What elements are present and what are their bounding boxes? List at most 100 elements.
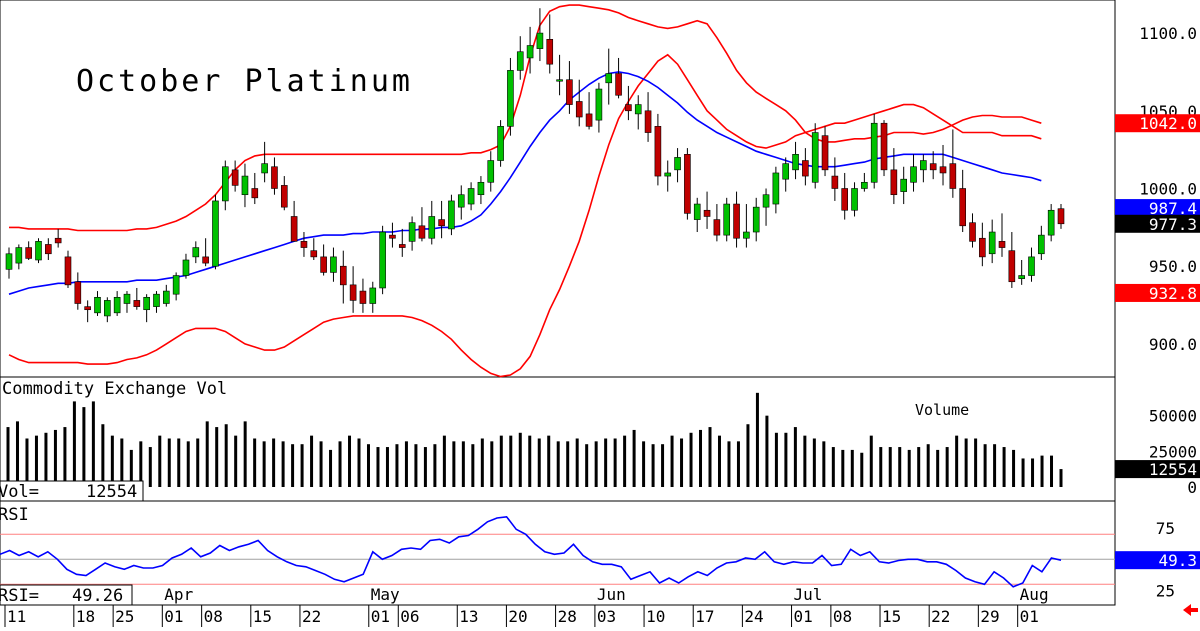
candle bbox=[900, 166, 907, 205]
price-badge-box bbox=[1115, 114, 1200, 133]
candle bbox=[595, 82, 603, 133]
candle bbox=[231, 160, 239, 192]
candle bbox=[792, 141, 799, 180]
candle-body bbox=[123, 293, 131, 304]
date-axis-tick-label: 15 bbox=[253, 607, 272, 626]
candle bbox=[939, 144, 947, 186]
candle bbox=[703, 191, 711, 229]
date-axis-tick-label: 29 bbox=[980, 607, 999, 626]
price-badge-box bbox=[1115, 214, 1200, 233]
candle bbox=[369, 281, 377, 313]
rsi-layer bbox=[0, 515, 1115, 588]
volume-badge: 12554 bbox=[1115, 460, 1200, 479]
volume-series-label: Volume bbox=[915, 401, 969, 419]
volume-bar bbox=[101, 424, 105, 487]
candle-body bbox=[280, 185, 288, 208]
volume-bar bbox=[262, 441, 266, 487]
volume-bar bbox=[926, 444, 930, 487]
candle-body bbox=[595, 88, 603, 121]
candle bbox=[497, 120, 504, 167]
candle-body bbox=[969, 222, 976, 242]
candle bbox=[821, 126, 829, 177]
candle bbox=[752, 197, 760, 242]
candle bbox=[280, 176, 288, 211]
candle-body bbox=[1018, 275, 1025, 279]
volume-bar bbox=[423, 447, 427, 487]
volume-bar bbox=[357, 438, 361, 487]
price-axis-tick-label: 1100.0 bbox=[1139, 24, 1197, 43]
volume-bar bbox=[6, 427, 10, 487]
candle-body bbox=[890, 169, 898, 196]
candle bbox=[644, 92, 652, 142]
volume-bar bbox=[404, 441, 408, 487]
volume-bar bbox=[281, 441, 285, 487]
volume-bar bbox=[945, 447, 949, 487]
candle-body bbox=[330, 256, 337, 273]
candle bbox=[811, 123, 819, 189]
date-axis-month-label: Jul bbox=[794, 585, 823, 604]
price-badge-box bbox=[1115, 199, 1200, 218]
volume-bar bbox=[72, 401, 76, 487]
candle bbox=[615, 57, 622, 99]
volume-axis-tick-label: 0 bbox=[1187, 478, 1197, 497]
volume-bar bbox=[329, 449, 333, 487]
date-axis-tick-label: 03 bbox=[597, 607, 616, 626]
price-badge-label: 977.3 bbox=[1149, 215, 1197, 234]
date-axis-tick-label: 08 bbox=[204, 607, 223, 626]
volume-bar bbox=[547, 435, 551, 487]
volume-bar bbox=[556, 441, 560, 487]
volume-bar bbox=[812, 438, 816, 487]
candle bbox=[861, 172, 868, 192]
volume-bar bbox=[224, 424, 228, 487]
volume-bar bbox=[774, 432, 778, 487]
candle bbox=[1028, 247, 1035, 282]
volume-bar bbox=[499, 435, 503, 487]
candle-body bbox=[497, 126, 504, 161]
candle-body bbox=[457, 194, 465, 208]
candle-body bbox=[811, 132, 819, 183]
candle bbox=[163, 284, 170, 307]
volume-bar bbox=[452, 441, 456, 487]
candle bbox=[251, 172, 259, 205]
volume-bar bbox=[537, 438, 541, 487]
volume-badge-box bbox=[1115, 460, 1200, 479]
candle-body bbox=[526, 45, 534, 59]
volume-bar bbox=[528, 435, 532, 487]
volume-bar bbox=[1012, 449, 1016, 487]
candle-body bbox=[880, 122, 888, 171]
candle bbox=[25, 241, 32, 260]
volume-bar bbox=[385, 447, 389, 487]
candle-body bbox=[752, 206, 760, 233]
price-axis-tick-label: 1000.0 bbox=[1139, 180, 1197, 199]
date-axis-month-label: Jun bbox=[597, 585, 626, 604]
candle bbox=[408, 216, 416, 251]
candle bbox=[104, 297, 111, 323]
volume-bar bbox=[879, 447, 883, 487]
rsi-readout: RSI= 49.26 bbox=[0, 584, 133, 606]
left-arrow-icon[interactable] bbox=[1183, 604, 1198, 616]
candle-body bbox=[870, 122, 878, 183]
rsi-axis-tick-label: 25 bbox=[1156, 582, 1175, 601]
candle-body bbox=[231, 169, 239, 186]
candle bbox=[133, 287, 141, 310]
volume-bar bbox=[15, 421, 19, 487]
candle bbox=[546, 14, 554, 74]
candle bbox=[202, 238, 209, 267]
candle-body bbox=[448, 200, 455, 230]
candle-body bbox=[359, 290, 367, 304]
candle bbox=[684, 148, 691, 220]
candle bbox=[654, 113, 662, 186]
candle bbox=[693, 197, 701, 233]
candle-body bbox=[664, 172, 672, 177]
candle bbox=[585, 92, 593, 130]
candle-body bbox=[113, 296, 121, 314]
date-axis-tick-label: 01 bbox=[794, 607, 813, 626]
price-badge: 977.3 bbox=[1115, 214, 1200, 234]
date-axis-tick-label: 01 bbox=[371, 607, 390, 626]
candle-body bbox=[94, 296, 101, 314]
volume-bar bbox=[632, 429, 636, 487]
candle bbox=[153, 291, 160, 313]
volume-bar bbox=[25, 438, 29, 487]
volume-bar bbox=[642, 441, 646, 487]
